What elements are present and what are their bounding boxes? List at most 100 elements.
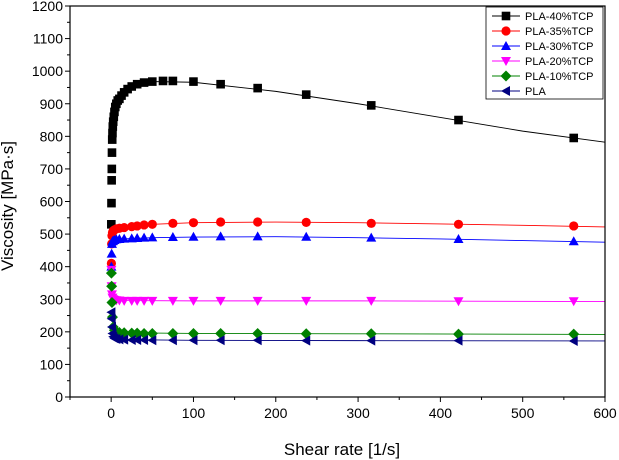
legend-marker-pla-30pcttcp	[501, 41, 511, 50]
data-point-pla-30pcttcp	[301, 231, 312, 241]
y-tick-label: 900	[40, 96, 64, 112]
data-point-pla	[106, 307, 116, 318]
series-pla	[106, 307, 578, 346]
data-point-pla-20pcttcp	[453, 297, 464, 307]
data-point-pla-40pcttcp	[139, 78, 149, 87]
data-point-pla-35pcttcp	[168, 218, 178, 228]
data-point-pla	[453, 335, 463, 346]
data-point-pla-35pcttcp	[147, 219, 157, 229]
data-point-pla-20pcttcp	[147, 296, 158, 306]
data-point-pla-40pcttcp	[107, 198, 116, 208]
data-point-pla-35pcttcp	[132, 221, 142, 231]
data-point-pla-40pcttcp	[107, 164, 117, 174]
data-point-pla-20pcttcp	[301, 296, 312, 306]
data-point-pla-20pcttcp	[366, 296, 377, 306]
x-tick-label: 600	[593, 405, 617, 421]
y-tick-label: 700	[40, 161, 64, 177]
data-point-pla-30pcttcp	[215, 231, 226, 241]
data-point-pla-10pcttcp	[106, 297, 118, 309]
data-point-pla-35pcttcp	[216, 217, 226, 227]
data-point-pla-30pcttcp	[119, 233, 130, 243]
y-tick-label: 100	[40, 356, 64, 372]
data-point-pla-35pcttcp	[253, 217, 263, 227]
y-tick-label: 0	[55, 389, 63, 405]
x-tick-label: 0	[107, 405, 115, 421]
data-point-pla	[114, 334, 124, 345]
data-point-pla-10pcttcp	[105, 267, 117, 279]
x-axis-title: Shear rate [1/s]	[284, 440, 400, 459]
data-point-pla-40pcttcp	[107, 148, 117, 157]
data-point-pla-40pcttcp	[301, 90, 311, 99]
data-point-pla-30pcttcp	[188, 231, 199, 241]
data-point-pla-10pcttcp	[106, 280, 118, 292]
data-point-pla	[252, 335, 262, 346]
data-point-pla-20pcttcp	[215, 296, 226, 306]
data-point-pla	[126, 334, 136, 345]
data-point-pla-35pcttcp	[188, 218, 199, 228]
series-pla-30pcttcp	[106, 231, 579, 271]
data-point-pla-20pcttcp	[568, 297, 579, 307]
data-point-pla-30pcttcp	[453, 233, 464, 243]
data-point-pla-30pcttcp	[106, 248, 117, 258]
data-point-pla-35pcttcp	[366, 218, 376, 228]
series-pla-10pcttcp	[105, 267, 580, 340]
y-tick-label: 200	[40, 324, 64, 340]
data-point-pla-40pcttcp	[107, 220, 116, 229]
x-tick-label: 200	[264, 405, 288, 421]
data-point-pla-40pcttcp	[148, 77, 157, 86]
data-point-pla-40pcttcp	[107, 176, 116, 185]
legend-label-pla-40pcttcp: PLA-40%TCP	[525, 11, 593, 23]
y-tick-label: 500	[40, 226, 64, 242]
data-point-pla-35pcttcp	[139, 220, 149, 230]
y-axis-title: Viscosity [MPa·s]	[0, 141, 17, 271]
y-tick-label: 1000	[32, 63, 63, 79]
data-point-pla-20pcttcp	[119, 296, 130, 306]
data-point-pla-40pcttcp	[108, 122, 118, 131]
data-point-pla-20pcttcp	[139, 296, 150, 306]
data-point-pla	[568, 335, 578, 346]
x-tick-label: 400	[429, 405, 453, 421]
data-point-pla-35pcttcp	[301, 217, 311, 227]
data-point-pla-40pcttcp	[168, 76, 178, 86]
y-tick-label: 400	[40, 259, 64, 275]
data-point-pla-40pcttcp	[454, 115, 463, 125]
y-tick-label: 1100	[33, 31, 63, 47]
data-point-pla	[147, 335, 157, 346]
data-point-pla-40pcttcp	[366, 101, 376, 110]
data-point-pla	[366, 335, 376, 346]
legend-marker-pla-40pcttcp	[501, 11, 511, 21]
data-point-pla-40pcttcp	[127, 82, 137, 91]
data-point-pla	[106, 321, 116, 332]
data-point-pla-40pcttcp	[109, 112, 119, 122]
data-point-pla-40pcttcp	[189, 77, 198, 86]
data-point-pla	[215, 335, 225, 346]
data-point-pla-35pcttcp	[569, 221, 579, 231]
fit-line-pla-30pcttcp	[111, 236, 606, 243]
axes: 0 100 200 300 400 500 600 0 100 200 300 400 500 600 70…	[32, 0, 617, 421]
data-point-pla	[301, 335, 311, 346]
data-point-pla-40pcttcp	[158, 76, 168, 86]
y-tick-label: 800	[40, 128, 64, 144]
data-point-pla-30pcttcp	[252, 231, 263, 241]
data-point-pla	[167, 335, 177, 346]
legend-marker-pla-35pcttcp	[501, 26, 511, 36]
legend-label-pla-30pcttcp: PLA-30%TCP	[525, 41, 593, 53]
fit-lines	[110, 81, 606, 342]
data-point-pla-20pcttcp	[132, 296, 143, 306]
data-point-pla-40pcttcp	[569, 133, 579, 143]
data-point-pla-35pcttcp	[453, 219, 464, 229]
data-point-pla-40pcttcp	[107, 135, 117, 144]
data-point-pla	[139, 334, 149, 345]
legend-marker-pla-20pcttcp	[501, 57, 511, 66]
data-point-pla-35pcttcp	[119, 222, 129, 233]
legend-label-pla-10pcttcp: PLA-10%TCP	[525, 71, 593, 83]
data-point-pla-30pcttcp	[147, 232, 158, 242]
fit-line-pla	[111, 337, 606, 342]
fit-line-pla-20pcttcp	[111, 298, 606, 302]
legend-label-pla: PLA	[525, 86, 546, 98]
data-point-pla-30pcttcp	[568, 236, 579, 246]
fit-line-pla-10pcttcp	[111, 331, 606, 335]
data-point-pla-40pcttcp	[108, 117, 118, 126]
data-point-pla-20pcttcp	[167, 296, 178, 306]
